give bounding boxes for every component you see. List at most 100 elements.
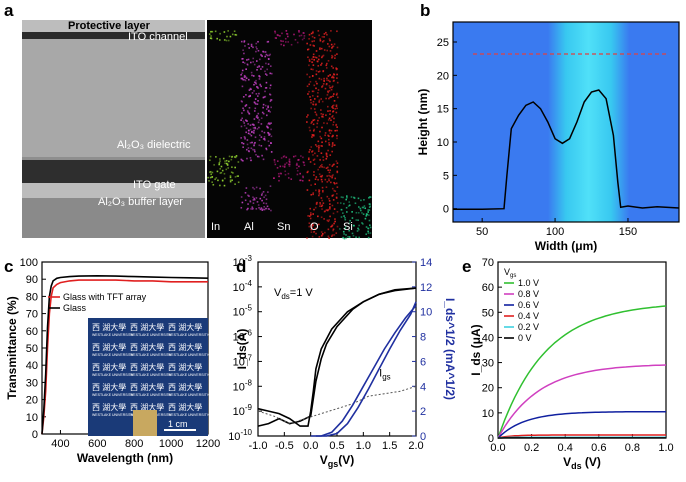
y-axis-label: I_ds (μA) bbox=[469, 324, 483, 375]
transfer-line-2 bbox=[257, 385, 417, 425]
y-tick-label: 10 bbox=[26, 412, 38, 424]
x-tick-label: 50 bbox=[476, 226, 488, 238]
inset-chars: 西 湖大學 bbox=[168, 362, 202, 372]
panel-b: b 50 100 150 0 5 10 15 20 25 Width (μm) Height (nm… bbox=[416, 1, 680, 253]
y2-tick-label: 4 bbox=[420, 381, 426, 393]
x-tick-label: 0.0 bbox=[303, 440, 318, 452]
sem-label-protective: Protective layer bbox=[68, 20, 151, 32]
x-tick-label: 0.4 bbox=[558, 442, 573, 454]
x-tick-label: 600 bbox=[88, 438, 106, 450]
sqrt-line-4 bbox=[315, 301, 417, 437]
eds-label-si: Si bbox=[343, 221, 353, 233]
y-tick-label: 30 bbox=[26, 377, 38, 389]
inset-caption: WESTLAKE UNIVERSITY bbox=[130, 373, 172, 377]
y-tick-label: 80 bbox=[26, 291, 38, 303]
panel-d: d -1.0 -0.5 0.0 0.5 1.0 1.5 2.0 10-10 10-9 10-8 10… bbox=[228, 254, 457, 469]
inset-chars: 西 湖大學 bbox=[168, 402, 202, 412]
igs-annotation: Igs bbox=[379, 367, 391, 381]
y2-axis-label: I_ds^1/2 (mA^1/2) bbox=[443, 298, 457, 400]
y-tick-label: 10-8 bbox=[233, 378, 253, 393]
y2-tick-label: 12 bbox=[420, 282, 432, 294]
panel-label-a: a bbox=[4, 1, 14, 20]
x-axis-label: Width (μm) bbox=[535, 239, 598, 253]
y-tick-label: 70 bbox=[482, 257, 494, 269]
inset-caption: WESTLAKE UNIVERSITY bbox=[168, 373, 210, 377]
x-tick-label: 150 bbox=[619, 226, 637, 238]
chart-d: -1.0 -0.5 0.0 0.5 1.0 1.5 2.0 10-10 10-9 10-8 10-7… bbox=[228, 254, 457, 469]
x-tick-label: 1.0 bbox=[658, 442, 673, 454]
scale-bar-label: 1 cm bbox=[168, 419, 188, 429]
y-tick-label: 10-7 bbox=[233, 353, 253, 368]
output-line-1 bbox=[497, 364, 667, 439]
sem-label-ito-channel: ITO channel bbox=[128, 31, 188, 43]
legend-entry: Glass with TFT array bbox=[63, 292, 147, 302]
y-tick-label: 20 bbox=[437, 70, 449, 82]
y2-tick-label: 8 bbox=[420, 332, 426, 344]
panel-label-c: c bbox=[4, 257, 13, 276]
y-axis-label: Height (nm) bbox=[416, 89, 430, 156]
y-axis-label: Transmittance (%) bbox=[5, 296, 19, 399]
transfer-line-1 bbox=[257, 287, 417, 427]
eds-map-in bbox=[207, 30, 240, 187]
x-tick-label: -0.5 bbox=[275, 440, 294, 452]
inset-chars: 西 湖大學 bbox=[92, 322, 126, 332]
y-tick-label: 20 bbox=[482, 383, 494, 395]
y-tick-label: 20 bbox=[26, 395, 38, 407]
eds-map-o bbox=[306, 30, 339, 239]
y-tick-label: 10-4 bbox=[233, 279, 253, 294]
eds-label-in: In bbox=[211, 221, 220, 233]
inset-chars: 西 湖大學 bbox=[92, 402, 126, 412]
y-tick-label: 10 bbox=[482, 408, 494, 420]
eds-label-sn: Sn bbox=[277, 221, 290, 233]
transfer-line-0 bbox=[257, 287, 417, 427]
legend-entry: Glass bbox=[63, 303, 87, 313]
y2-tick-label: 14 bbox=[420, 257, 432, 269]
legend-entry: 1.0 V bbox=[518, 278, 539, 288]
y-tick-label: 10-6 bbox=[233, 329, 253, 344]
y-tick-label: 70 bbox=[26, 309, 38, 321]
sem-label-dielectric: Al₂O₃ dielectric bbox=[117, 139, 191, 151]
sem-label-buffer: Al₂O₃ buffer layer bbox=[98, 196, 183, 208]
inset-caption: WESTLAKE UNIVERSITY bbox=[92, 353, 134, 357]
legend-entry: 0.2 V bbox=[518, 322, 539, 332]
chart-e: 0.0 0.2 0.4 0.6 0.8 1.0 0 10 20 30 40 50 60 70 Vgs1.0 … bbox=[469, 257, 674, 471]
x-tick-label: -1.0 bbox=[249, 440, 268, 452]
output-line-2 bbox=[497, 410, 666, 439]
eds-map-si bbox=[339, 195, 372, 240]
legend-entry: 0.4 V bbox=[518, 311, 539, 321]
y-tick-label: 5 bbox=[443, 170, 449, 182]
x-tick-label: 1.0 bbox=[356, 440, 371, 452]
sem-label-ito-gate: ITO gate bbox=[133, 179, 176, 191]
inset-caption: WESTLAKE UNIVERSITY bbox=[168, 353, 210, 357]
x-tick-label: 0.5 bbox=[329, 440, 344, 452]
vds-annotation: Vds=1 V bbox=[274, 287, 313, 301]
inset-caption: WESTLAKE UNIVERSITY bbox=[168, 413, 210, 417]
inset-caption: WESTLAKE UNIVERSITY bbox=[130, 333, 172, 337]
inset-caption: WESTLAKE UNIVERSITY bbox=[92, 413, 134, 417]
y2-tick-label: 2 bbox=[420, 406, 426, 418]
eds-map-sn bbox=[273, 30, 306, 182]
inset-caption: WESTLAKE UNIVERSITY bbox=[130, 353, 172, 357]
chart-b: 50 100 150 0 5 10 15 20 25 Width (μm) Height (nm) bbox=[416, 21, 680, 253]
panel-a: a Protective layer ITO channel Al₂O₃ die… bbox=[4, 1, 372, 240]
y-tick-label: 10-10 bbox=[228, 428, 252, 443]
x-tick-label: 2.0 bbox=[408, 440, 423, 452]
y-tick-label: 0 bbox=[32, 429, 38, 441]
y2-tick-label: 10 bbox=[420, 307, 432, 319]
eds-label-al: Al bbox=[244, 221, 254, 233]
inset-caption: WESTLAKE UNIVERSITY bbox=[168, 333, 210, 337]
y-tick-label: 50 bbox=[26, 343, 38, 355]
inset-chars: 西 湖大學 bbox=[130, 322, 164, 332]
y-tick-label: 30 bbox=[482, 358, 494, 370]
y-tick-label: 40 bbox=[26, 360, 38, 372]
height-profile-line bbox=[453, 89, 680, 211]
legend-entry: 0.6 V bbox=[518, 300, 539, 310]
x-tick-label: 0.0 bbox=[490, 442, 505, 454]
x-tick-label: 1000 bbox=[159, 438, 183, 450]
y-tick-label: 25 bbox=[437, 37, 449, 49]
inset-chars: 西 湖大學 bbox=[168, 382, 202, 392]
y-tick-label: 50 bbox=[482, 307, 494, 319]
